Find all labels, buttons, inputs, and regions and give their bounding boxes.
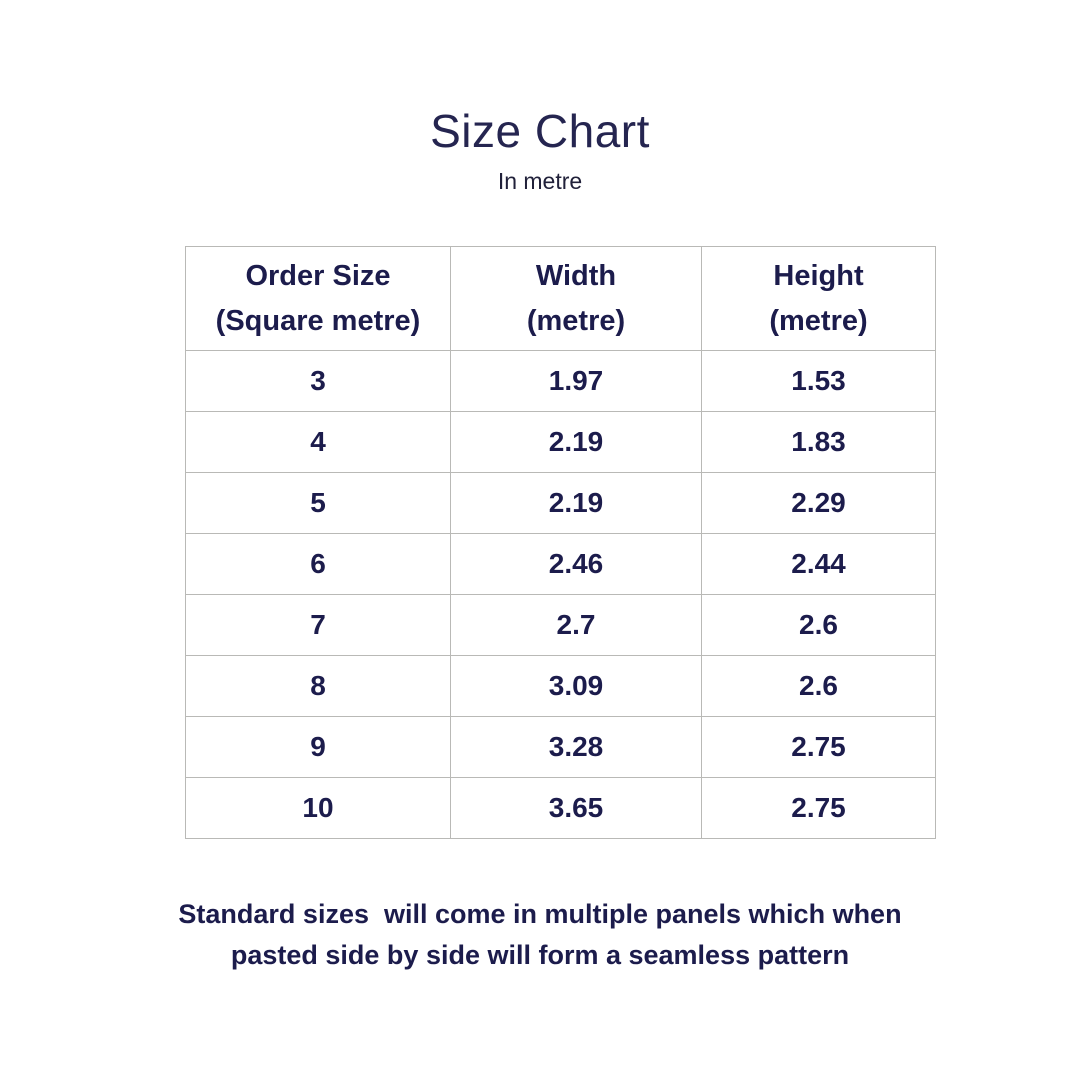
table-row: 10 3.65 2.75	[185, 777, 936, 839]
width-cell: 2.46	[450, 533, 702, 595]
height-cell: 1.53	[701, 350, 936, 412]
height-cell: 2.6	[701, 594, 936, 656]
table-row: 8 3.09 2.6	[185, 655, 936, 717]
order-size-cell: 10	[185, 777, 451, 839]
size-table: Order Size (Square metre) Width (metre) …	[185, 246, 936, 839]
order-size-cell: 8	[185, 655, 451, 717]
width-cell: 2.19	[450, 472, 702, 534]
footer-note: Standard sizes will come in multiple pan…	[178, 899, 902, 971]
height-cell: 2.29	[701, 472, 936, 534]
width-cell: 3.09	[450, 655, 702, 717]
height-cell: 2.6	[701, 655, 936, 717]
height-cell: 2.75	[701, 716, 936, 778]
table-header-width: Width (metre)	[450, 246, 702, 351]
order-size-cell: 7	[185, 594, 451, 656]
table-row: 3 1.97 1.53	[185, 350, 936, 412]
table-header-order-size: Order Size (Square metre)	[185, 246, 451, 351]
table-header-height: Height (metre)	[701, 246, 936, 351]
table-row: 7 2.7 2.6	[185, 594, 936, 656]
order-size-cell: 4	[185, 411, 451, 473]
order-size-cell: 3	[185, 350, 451, 412]
table-row: 6 2.46 2.44	[185, 533, 936, 595]
table-row: 4 2.19 1.83	[185, 411, 936, 473]
page-title: Size Chart	[430, 105, 650, 157]
width-cell: 2.19	[450, 411, 702, 473]
table-header-row: Order Size (Square metre) Width (metre) …	[185, 246, 936, 351]
height-cell: 2.75	[701, 777, 936, 839]
width-cell: 3.65	[450, 777, 702, 839]
height-cell: 1.83	[701, 411, 936, 473]
table-row: 5 2.19 2.29	[185, 472, 936, 534]
width-cell: 3.28	[450, 716, 702, 778]
order-size-cell: 5	[185, 472, 451, 534]
page-subtitle: In metre	[497, 168, 583, 194]
height-cell: 2.44	[701, 533, 936, 595]
order-size-cell: 6	[185, 533, 451, 595]
width-cell: 1.97	[450, 350, 702, 412]
order-size-cell: 9	[185, 716, 451, 778]
width-cell: 2.7	[450, 594, 702, 656]
table-row: 9 3.28 2.75	[185, 716, 936, 778]
